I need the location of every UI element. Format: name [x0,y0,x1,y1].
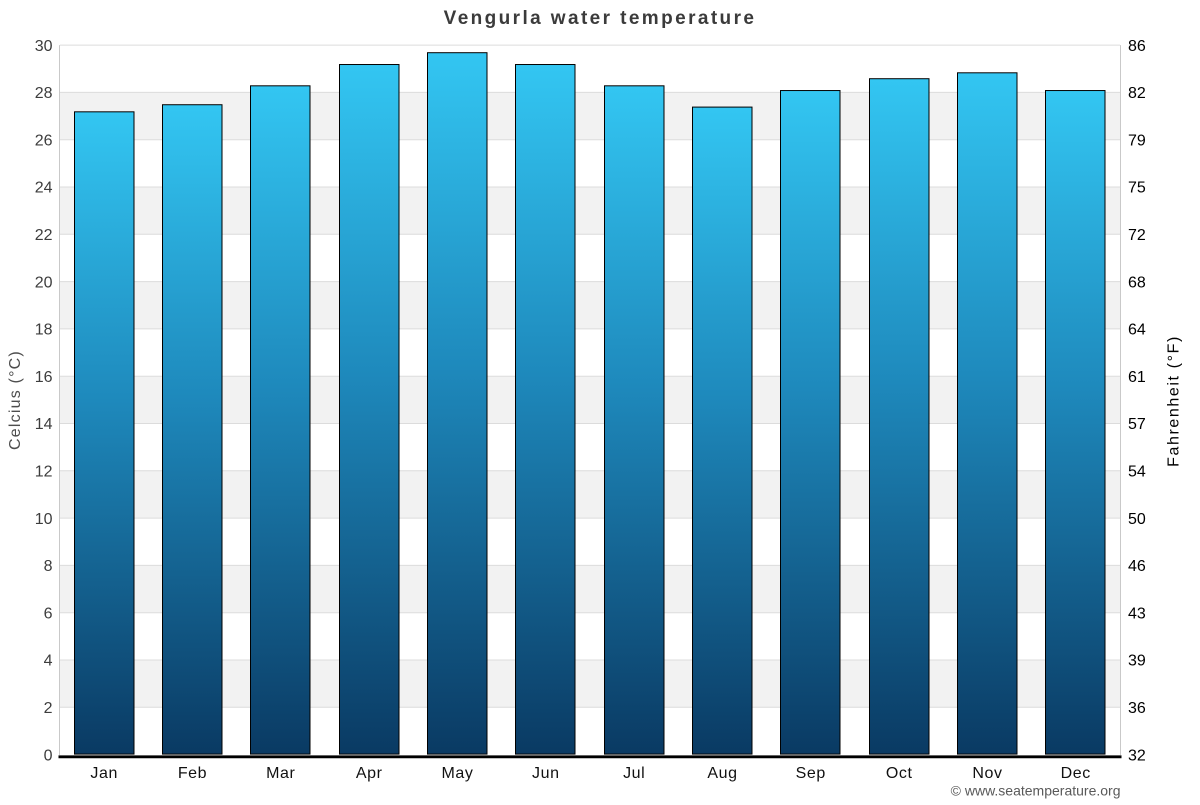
svg-text:61: 61 [1128,369,1146,386]
svg-text:Aug: Aug [707,765,737,782]
svg-text:86: 86 [1128,38,1146,55]
svg-text:57: 57 [1128,416,1146,433]
svg-text:Jan: Jan [90,765,118,782]
svg-text:32: 32 [1128,747,1146,764]
svg-text:Feb: Feb [178,765,207,782]
svg-text:72: 72 [1128,227,1146,244]
svg-text:Oct: Oct [886,765,913,782]
svg-text:26: 26 [35,132,53,149]
svg-text:68: 68 [1128,274,1146,291]
svg-text:46: 46 [1128,558,1146,575]
svg-text:82: 82 [1128,85,1146,102]
svg-text:Jun: Jun [532,765,560,782]
svg-text:Nov: Nov [972,765,1002,782]
svg-text:16: 16 [35,369,53,386]
svg-text:2: 2 [44,700,53,717]
svg-text:24: 24 [35,180,53,197]
svg-text:50: 50 [1128,511,1146,528]
svg-text:Mar: Mar [266,765,295,782]
svg-text:Apr: Apr [356,765,383,782]
svg-text:0: 0 [44,747,53,764]
svg-text:20: 20 [35,274,53,291]
svg-text:May: May [441,765,473,782]
svg-text:Sep: Sep [796,765,826,782]
svg-text:54: 54 [1128,464,1146,481]
svg-text:22: 22 [35,227,53,244]
svg-text:12: 12 [35,464,53,481]
svg-text:64: 64 [1128,322,1146,339]
svg-text:4: 4 [44,653,53,670]
svg-text:43: 43 [1128,605,1146,622]
svg-text:14: 14 [35,416,53,433]
svg-text:Jul: Jul [623,765,645,782]
svg-text:10: 10 [35,511,53,528]
svg-text:36: 36 [1128,700,1146,717]
svg-text:Fahrenheit (°F): Fahrenheit (°F) [1166,335,1183,467]
svg-text:© www.seatemperature.org: © www.seatemperature.org [951,783,1121,799]
svg-text:8: 8 [44,558,53,575]
svg-text:79: 79 [1128,132,1146,149]
svg-text:Dec: Dec [1061,765,1091,782]
svg-text:Celcius (°C): Celcius (°C) [7,350,24,450]
svg-text:39: 39 [1128,653,1146,670]
svg-text:6: 6 [44,605,53,622]
svg-text:18: 18 [35,322,53,339]
svg-text:30: 30 [35,38,53,55]
svg-text:Vengurla water temperature: Vengurla water temperature [444,8,757,29]
svg-text:75: 75 [1128,180,1146,197]
svg-text:28: 28 [35,85,53,102]
